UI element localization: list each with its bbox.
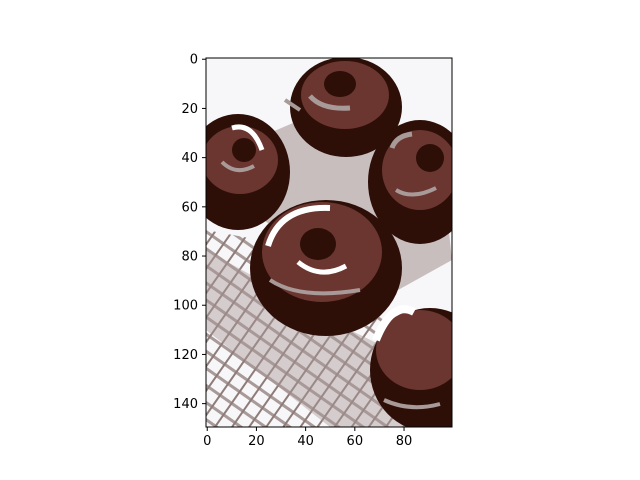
y-axis: 0 20 40 60 80 100 120 140: [173, 53, 206, 412]
y-tick-label: 80: [181, 250, 198, 265]
donut-center: [250, 200, 402, 336]
donut-bottom-right: [370, 305, 452, 427]
y-tick-label: 120: [173, 348, 198, 363]
donut-left: [206, 114, 290, 230]
x-tick-label: 80: [396, 434, 413, 449]
x-tick-label: 20: [248, 434, 265, 449]
x-tick-label: 40: [297, 434, 314, 449]
image-area: [206, 58, 452, 427]
x-axis: 0 20 40 60 80: [203, 427, 412, 449]
plot-frame: [205, 57, 453, 428]
y-tick-label: 140: [173, 397, 198, 412]
donut-top: [283, 58, 402, 157]
x-tick-label: 0: [203, 434, 211, 449]
y-tick-label: 20: [181, 102, 198, 117]
y-tick-label: 0: [190, 53, 198, 68]
x-tick-label: 60: [347, 434, 364, 449]
y-tick-label: 40: [181, 151, 198, 166]
y-tick-label: 60: [181, 200, 198, 215]
y-tick-label: 100: [173, 299, 198, 314]
donut-right: [368, 120, 452, 244]
